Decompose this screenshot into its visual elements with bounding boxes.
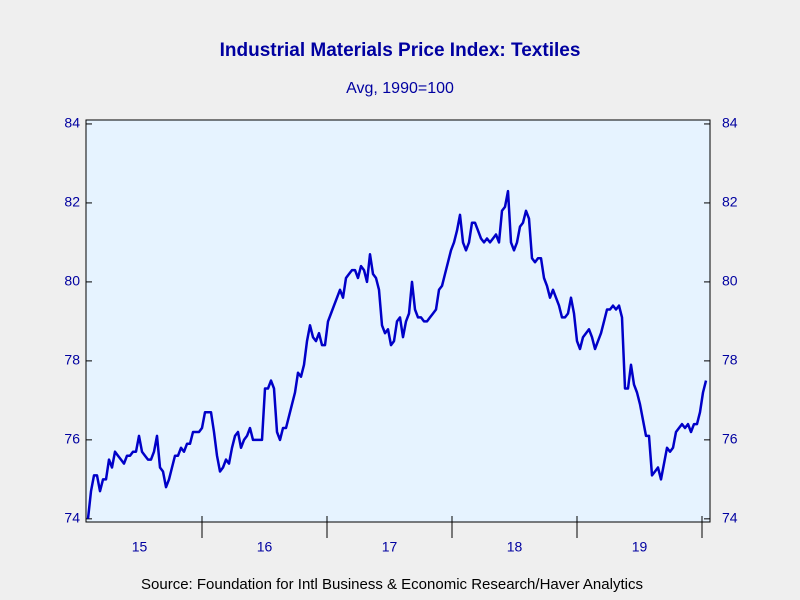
data-line [86,189,708,519]
y-tick-label: 84 [64,115,80,131]
y2-tick-label: 74 [722,510,738,526]
chart-subtitle: Avg, 1990=100 [346,80,454,97]
y-tick-label: 82 [64,194,80,210]
x-tick-label: 15 [132,539,148,555]
y2-tick-label: 80 [722,273,738,289]
y2-tick-label: 84 [722,115,738,131]
chart-title: Industrial Materials Price Index: Textil… [220,40,581,61]
source-note: Source: Foundation for Intl Business & E… [141,576,643,593]
y2-tick-label: 82 [722,194,738,210]
x-tick-label: 18 [507,539,523,555]
y2-tick-label: 78 [722,352,738,368]
y-tick-label: 78 [64,352,80,368]
x-tick-label: 16 [257,539,273,555]
x-tick-label: 19 [632,539,648,555]
y-tick-label: 76 [64,431,80,447]
y-tick-label: 74 [64,510,80,526]
y-tick-label: 80 [64,273,80,289]
x-tick-label: 17 [382,539,398,555]
y2-tick-label: 76 [722,431,738,447]
